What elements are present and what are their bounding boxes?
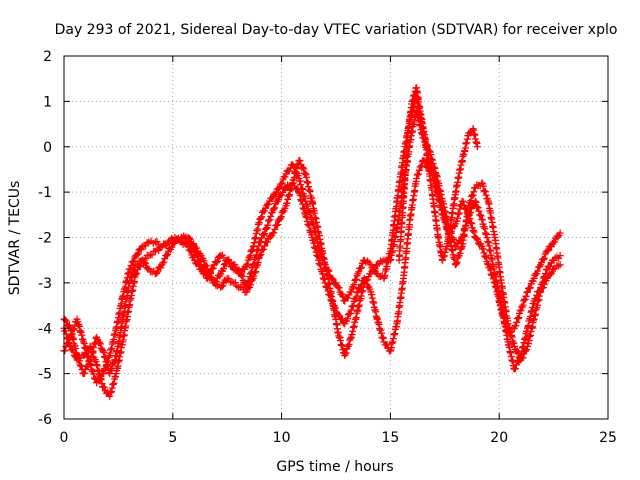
y-tick-label: -1 (38, 185, 52, 201)
data-series (395, 84, 481, 264)
x-tick-label: 5 (168, 430, 177, 446)
x-tick-label: 10 (273, 430, 291, 446)
y-tick-label: 0 (43, 140, 52, 156)
data-marker-band (61, 107, 562, 377)
x-tick-label: 0 (60, 430, 69, 446)
y-tick-label: -5 (38, 367, 52, 383)
y-tick-label: 2 (43, 49, 52, 65)
y-tick-label: -2 (38, 231, 52, 247)
y-axis-label: SDTVAR / TECUs (7, 181, 23, 296)
x-tick-label: 25 (599, 430, 617, 446)
y-tick-label: -3 (38, 276, 52, 292)
data-point (517, 306, 525, 314)
axis-ticks: 0 5 10 15 20 25 -6 -5 -4 -3 -2 -1 0 1 2 (38, 49, 617, 446)
data-point (262, 224, 270, 232)
plot-area (60, 84, 564, 400)
y-tick-label: -6 (38, 412, 52, 428)
x-tick-label: 20 (490, 430, 508, 446)
data-series (60, 156, 564, 400)
y-tick-label: -4 (38, 321, 52, 337)
x-tick-label: 15 (381, 430, 399, 446)
grid-lines (64, 56, 608, 419)
chart-title: Day 293 of 2021, Sidereal Day-to-day VTE… (55, 22, 618, 38)
x-axis-label: GPS time / hours (276, 459, 393, 475)
y-tick-label: 1 (43, 94, 52, 110)
data-point (471, 197, 479, 205)
data-point (556, 261, 564, 269)
data-marker-band (61, 157, 562, 398)
data-marker-band (395, 84, 481, 264)
